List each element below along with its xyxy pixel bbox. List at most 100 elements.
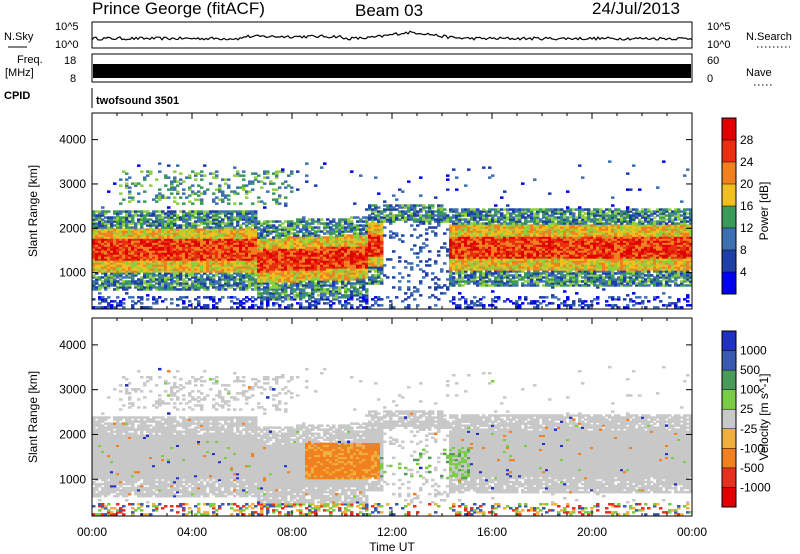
power-cell bbox=[461, 228, 465, 231]
power-cell bbox=[104, 244, 108, 247]
power-cell bbox=[104, 270, 108, 273]
power-cell bbox=[140, 302, 144, 305]
power-cell bbox=[212, 252, 216, 255]
power-cell bbox=[473, 302, 477, 305]
power-cell bbox=[284, 254, 288, 257]
power-cell bbox=[212, 286, 216, 289]
power-cell bbox=[92, 286, 96, 289]
power-cell bbox=[152, 238, 156, 241]
power-cell bbox=[458, 240, 462, 243]
power-cell bbox=[296, 242, 300, 245]
power-cell bbox=[263, 274, 267, 277]
power-cell bbox=[290, 240, 294, 243]
power-cell bbox=[113, 224, 117, 227]
power-cell bbox=[248, 278, 252, 281]
power-cell bbox=[479, 222, 483, 225]
power-cell bbox=[251, 278, 255, 281]
power-cell bbox=[266, 272, 270, 275]
power-cell bbox=[290, 288, 294, 291]
power-cell bbox=[257, 180, 261, 183]
power-cell bbox=[314, 284, 318, 287]
power-cell bbox=[353, 270, 357, 273]
power-cell bbox=[170, 210, 174, 213]
power-cell bbox=[335, 250, 339, 253]
power-cell bbox=[428, 226, 432, 229]
power-cell bbox=[488, 222, 492, 225]
power-cell bbox=[176, 180, 180, 183]
power-cell bbox=[341, 228, 345, 231]
power-cell bbox=[422, 216, 426, 219]
power-cell bbox=[305, 292, 309, 295]
power-cell bbox=[185, 212, 189, 215]
power-cell bbox=[251, 274, 255, 277]
power-cell bbox=[494, 296, 498, 299]
power-cell bbox=[395, 218, 399, 221]
power-cell bbox=[113, 288, 117, 291]
power-cell bbox=[401, 204, 405, 207]
power-cell bbox=[188, 242, 192, 245]
power-cell bbox=[479, 254, 483, 257]
power-cell bbox=[287, 274, 291, 277]
power-cell bbox=[128, 284, 132, 287]
power-cell bbox=[236, 246, 240, 249]
power-cell bbox=[449, 280, 453, 283]
power-cell bbox=[365, 264, 369, 267]
power-cell bbox=[341, 276, 345, 279]
power-cell bbox=[323, 250, 327, 253]
power-cell bbox=[209, 264, 213, 267]
power-cell bbox=[458, 230, 462, 233]
power-cell bbox=[335, 230, 339, 233]
power-cell bbox=[344, 218, 348, 221]
power-cell bbox=[98, 246, 102, 249]
power-cell bbox=[356, 276, 360, 279]
power-cell bbox=[365, 302, 369, 305]
power-cell bbox=[197, 284, 201, 287]
power-cell bbox=[119, 254, 123, 257]
power-cell bbox=[203, 238, 207, 241]
power-cell bbox=[329, 242, 333, 245]
power-cell bbox=[161, 246, 165, 249]
power-cell bbox=[308, 292, 312, 295]
power-cell bbox=[188, 228, 192, 231]
power-cell bbox=[491, 240, 495, 243]
power-cell bbox=[329, 252, 333, 255]
power-cell bbox=[185, 296, 189, 299]
power-cell bbox=[263, 264, 267, 267]
power-cell bbox=[116, 288, 120, 291]
power-cell bbox=[374, 260, 378, 263]
power-cell bbox=[290, 272, 294, 275]
power-cell bbox=[185, 258, 189, 261]
power-cell bbox=[203, 192, 207, 195]
power-cell bbox=[458, 228, 462, 231]
power-cell bbox=[158, 268, 162, 271]
power-cell bbox=[485, 238, 489, 241]
power-cell bbox=[209, 228, 213, 231]
power-cell bbox=[155, 194, 159, 197]
power-cell bbox=[287, 174, 291, 177]
power-cell bbox=[374, 230, 378, 233]
power-cell bbox=[218, 236, 222, 239]
power-cell bbox=[101, 306, 105, 309]
power-cell bbox=[335, 258, 339, 261]
power-cell bbox=[485, 216, 489, 219]
power-cell bbox=[137, 272, 141, 275]
power-cell bbox=[323, 266, 327, 269]
power-cell bbox=[335, 226, 339, 229]
power-cell bbox=[110, 268, 114, 271]
power-cell bbox=[170, 234, 174, 237]
power-cell bbox=[287, 248, 291, 251]
power-cell bbox=[419, 250, 423, 253]
power-cell bbox=[317, 228, 321, 231]
power-cell bbox=[254, 230, 258, 233]
power-cell bbox=[278, 278, 282, 281]
power-cell bbox=[206, 222, 210, 225]
power-cell bbox=[482, 254, 486, 257]
power-cell bbox=[290, 270, 294, 273]
power-cell bbox=[155, 218, 159, 221]
power-cell bbox=[284, 286, 288, 289]
power-cell bbox=[452, 248, 456, 251]
power-cell bbox=[332, 240, 336, 243]
power-cell bbox=[365, 230, 369, 233]
power-cell bbox=[158, 224, 162, 227]
power-cell bbox=[170, 244, 174, 247]
